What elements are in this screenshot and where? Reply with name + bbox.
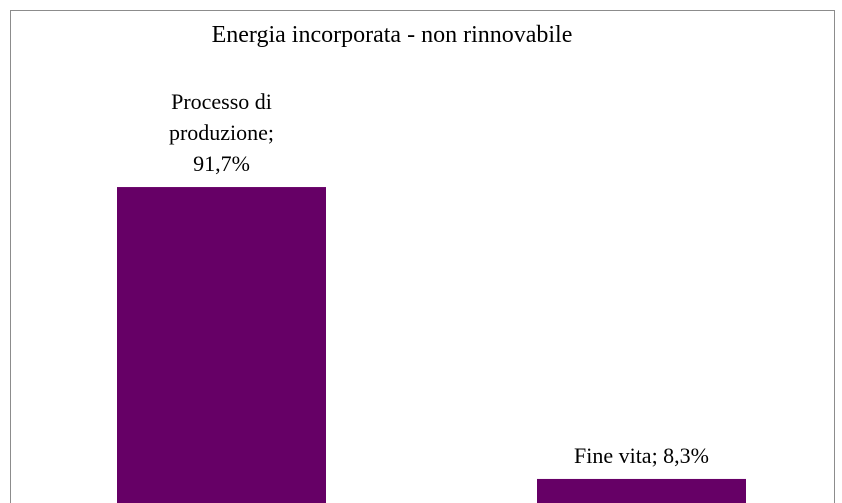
chart-title: Energia incorporata - non rinnovabile bbox=[211, 22, 573, 48]
data-label: Fine vita; 8,3% bbox=[573, 442, 710, 468]
chart-frame bbox=[10, 10, 835, 503]
bar bbox=[537, 478, 746, 503]
data-label: Processo di produzione; 91,7% bbox=[168, 89, 275, 177]
bar bbox=[117, 187, 326, 503]
